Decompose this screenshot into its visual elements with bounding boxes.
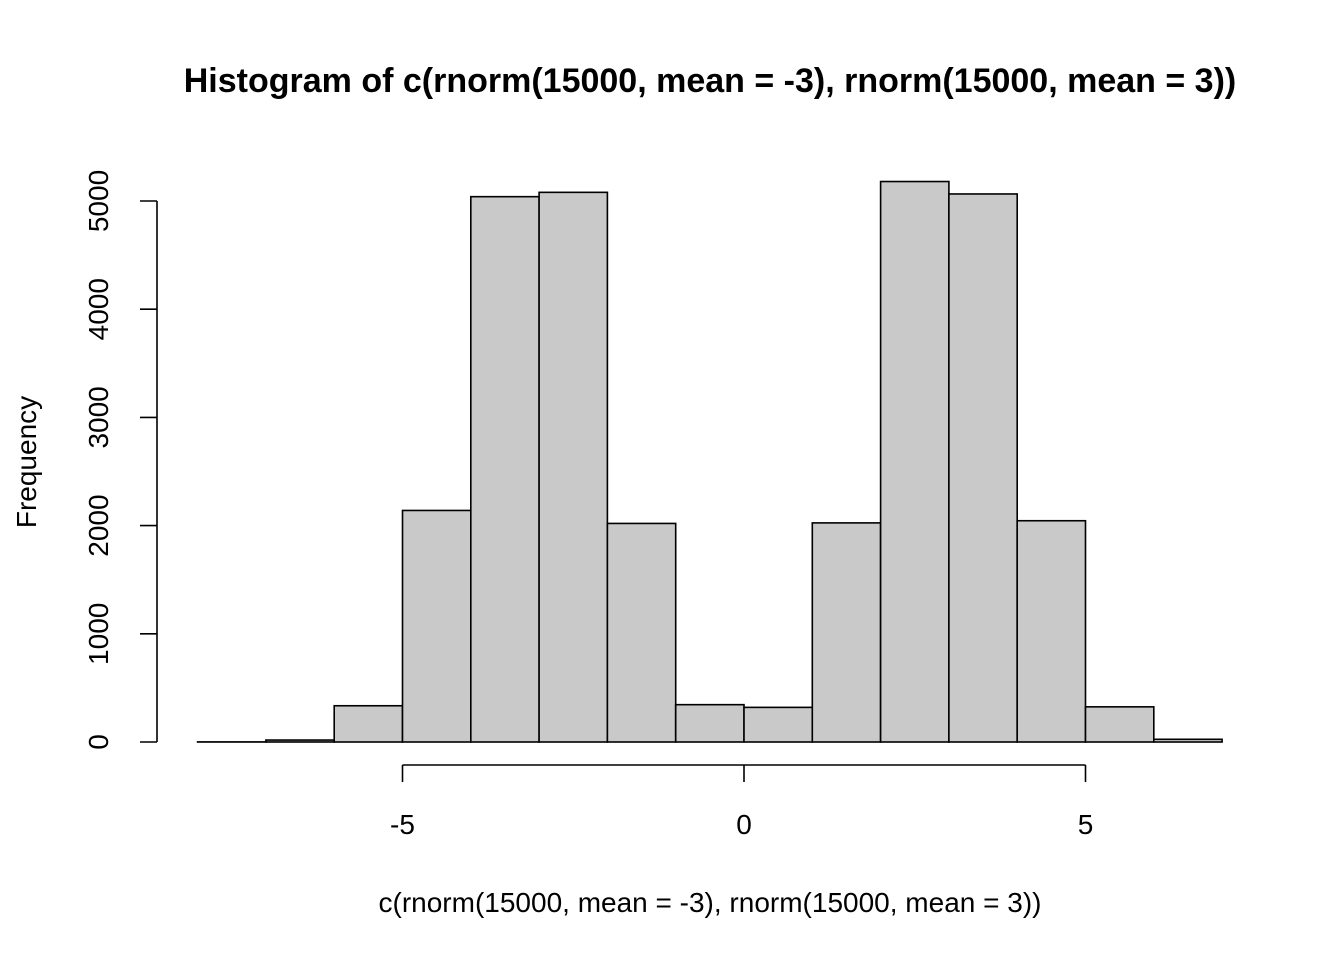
bars-group xyxy=(196,180,1223,743)
histogram-bar xyxy=(674,703,745,743)
y-axis: 0 1000 2000 3000 4000 5000 xyxy=(83,170,158,750)
histogram-bar xyxy=(606,522,677,743)
x-tick-label: 5 xyxy=(1078,809,1094,840)
histogram-bar xyxy=(948,193,1019,743)
histogram-bar xyxy=(1084,706,1155,743)
x-tick-label: -5 xyxy=(390,809,415,840)
histogram-bar xyxy=(1153,738,1223,743)
y-tick-label: 1000 xyxy=(83,603,114,665)
y-tick-label: 2000 xyxy=(83,494,114,556)
histogram-bar xyxy=(743,706,814,743)
x-tick-label: 0 xyxy=(736,809,752,840)
histogram-bar xyxy=(811,522,882,743)
histogram-bar xyxy=(265,739,335,743)
x-axis-label: c(rnorm(15000, mean = -3), rnorm(15000, … xyxy=(379,887,1042,918)
chart-title: Histogram of c(rnorm(15000, mean = -3), … xyxy=(184,62,1236,100)
histogram-bar xyxy=(879,180,950,743)
histogram-bar xyxy=(469,195,540,743)
y-tick-label: 4000 xyxy=(83,278,114,340)
y-axis-label: Frequency xyxy=(11,396,42,528)
histogram-bar xyxy=(401,509,472,743)
y-tick-label: 0 xyxy=(83,734,114,750)
histogram-bar xyxy=(1016,519,1087,743)
histogram-bar xyxy=(538,191,609,743)
y-tick-label: 3000 xyxy=(83,386,114,448)
x-axis: -5 0 5 xyxy=(390,764,1094,840)
y-tick-label: 5000 xyxy=(83,170,114,232)
histogram-bar xyxy=(333,704,404,743)
